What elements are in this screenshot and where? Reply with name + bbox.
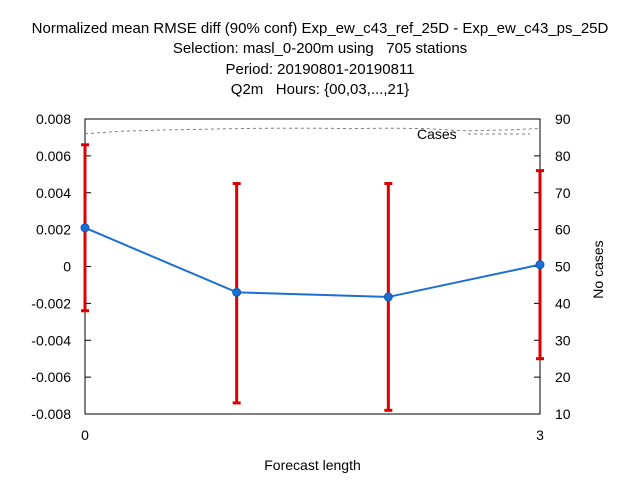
rmse-diff-line — [84, 226, 541, 298]
x-axis-title: Forecast length — [264, 457, 361, 473]
y2-tick-label: 50 — [555, 259, 571, 275]
data-point — [80, 223, 90, 233]
y2-axis-title: No cases — [590, 240, 606, 298]
y2-tick-label: 10 — [555, 406, 571, 422]
y2-tick-label: 70 — [555, 185, 571, 201]
y-tick-label: -0.002 — [31, 295, 71, 311]
y2-tick-label: 40 — [555, 295, 571, 311]
x-tick-label: 0 — [81, 427, 89, 443]
title-line-1: Normalized mean RMSE diff (90% conf) Exp… — [31, 20, 609, 37]
y-tick-label: -0.008 — [31, 406, 71, 422]
y-tick-label: -0.006 — [31, 369, 71, 385]
title-line-4: Q2m Hours: {00,03,...,21} — [230, 81, 410, 98]
y-tick-label: 0.006 — [36, 148, 71, 164]
title-line-2: Selection: masl_0-200m using 705 station… — [172, 40, 468, 57]
data-point — [535, 260, 545, 270]
x-tick-label: 3 — [536, 427, 544, 443]
y-tick-label: -0.004 — [31, 332, 71, 348]
y-tick-label: 0.004 — [36, 185, 71, 201]
y2-tick-label: 60 — [555, 222, 571, 238]
y2-tick-label: 20 — [555, 369, 571, 385]
y-tick-label: 0 — [63, 259, 71, 275]
y2-tick-label: 90 — [555, 111, 571, 127]
data-point — [383, 292, 393, 302]
y2-tick-label: 80 — [555, 148, 571, 164]
cases-line — [84, 127, 541, 135]
y2-tick-label: 30 — [555, 332, 571, 348]
title-line-3: Period: 20190801-20190811 — [225, 61, 415, 78]
plot-frame — [84, 118, 541, 415]
y-tick-label: 0.008 — [36, 111, 71, 127]
legend-label-cases: Cases — [417, 126, 457, 142]
data-point — [232, 287, 242, 297]
y-tick-label: 0.002 — [36, 222, 71, 238]
